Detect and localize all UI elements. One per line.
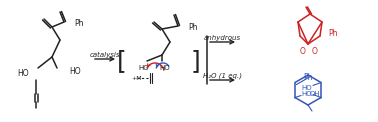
Text: H₂O (1 eq.): H₂O (1 eq.) [203,73,242,79]
Text: ]: ] [190,49,200,73]
Text: +M: +M [131,76,142,81]
Text: Ph: Ph [188,24,197,32]
Text: OH: OH [310,92,321,97]
Text: HO: HO [17,68,29,77]
Text: Ph: Ph [74,20,84,29]
Text: O: O [312,47,318,56]
Text: anhydrous: anhydrous [204,35,241,41]
Text: catalysis: catalysis [90,52,120,58]
Text: HO: HO [138,65,149,71]
Text: [: [ [117,49,127,73]
Text: HO: HO [69,67,81,76]
Text: O: O [300,47,306,56]
Text: HO: HO [301,85,311,91]
Text: HO: HO [301,91,311,97]
Text: Ph: Ph [303,73,313,82]
Text: Ph: Ph [328,30,338,39]
Text: HO: HO [159,65,170,71]
